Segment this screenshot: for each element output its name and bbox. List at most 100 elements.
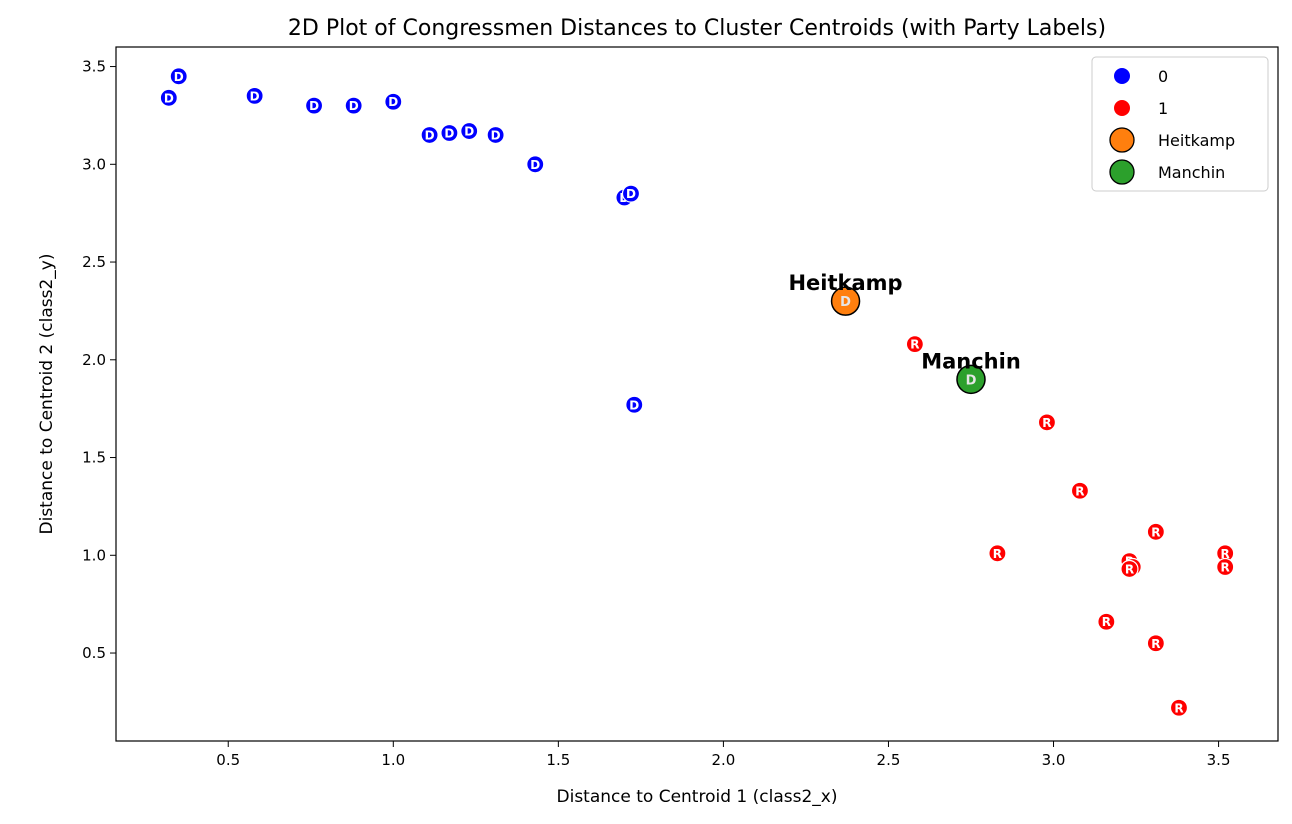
- party-label: D: [164, 91, 174, 105]
- cluster-0-point: D: [159, 88, 178, 107]
- point-marker: [460, 121, 479, 141]
- party-label: R: [1221, 561, 1230, 575]
- cluster-1-point: R: [1216, 557, 1235, 577]
- party-label: D: [309, 99, 319, 113]
- x-tick-label: 0.5: [216, 751, 240, 769]
- cluster-0-point: D: [526, 155, 545, 174]
- party-label: R: [1042, 416, 1051, 430]
- cluster-1-point: R: [1097, 612, 1116, 631]
- party-label: R: [1075, 484, 1084, 498]
- cluster-1-point: R: [1070, 481, 1090, 500]
- point-marker: [420, 125, 439, 145]
- legend-entry: 0: [1114, 67, 1168, 86]
- point-marker: [526, 155, 545, 174]
- legend-entry: Manchin: [1109, 159, 1225, 185]
- legend-marker: [1109, 127, 1135, 153]
- legend-marker: [1114, 68, 1130, 84]
- party-label: R: [910, 338, 919, 352]
- point-marker: [440, 123, 459, 143]
- legend-label: Manchin: [1158, 163, 1225, 182]
- annotation-heitkamp: Heitkamp: [788, 271, 902, 295]
- point-marker: [621, 184, 641, 203]
- party-label: R: [993, 547, 1002, 561]
- cluster-0-point: D: [440, 123, 459, 143]
- cluster-1-point: R: [1037, 413, 1057, 432]
- y-tick-label: 3.5: [82, 58, 106, 76]
- x-tick-label: 2.5: [877, 751, 901, 769]
- party-label: D: [530, 158, 540, 172]
- y-tick-label: 3.0: [82, 155, 106, 173]
- party-label: D: [388, 95, 398, 109]
- party-label: D: [629, 398, 639, 412]
- y-axis-label: Distance to Centroid 2 (class2_y): [37, 254, 57, 535]
- point-marker: [169, 67, 188, 86]
- point-marker: [1146, 634, 1165, 653]
- point-marker: [830, 286, 861, 316]
- x-tick-label: 1.0: [381, 751, 405, 769]
- point-marker: [384, 92, 403, 111]
- party-label: D: [491, 128, 501, 142]
- axis-ticks: 0.5 1.0 1.5 2.0 2.5 3.0 3.5 0.5 1.0 1.5 2.0 2.5 3.0 3…: [82, 58, 1230, 769]
- party-label: D: [626, 187, 636, 201]
- cluster-1-point: R: [1146, 634, 1165, 653]
- cluster-0-point: D: [169, 67, 188, 86]
- x-tick-label: 1.5: [546, 751, 570, 769]
- heitkamp-point: D: [830, 286, 861, 316]
- cluster-0-point: D: [344, 96, 363, 115]
- point-marker: [1120, 559, 1139, 579]
- x-tick-label: 3.0: [1042, 751, 1066, 769]
- party-label: D: [840, 295, 851, 310]
- party-label: D: [444, 127, 454, 141]
- party-label: R: [1174, 701, 1183, 715]
- party-label: R: [1151, 637, 1160, 651]
- party-label: D: [250, 89, 260, 103]
- legend-entry: 1: [1114, 99, 1168, 118]
- legend-label: 1: [1158, 99, 1168, 118]
- party-label: R: [1102, 615, 1111, 629]
- point-marker: [956, 364, 986, 395]
- party-label: R: [1125, 562, 1134, 576]
- legend-marker: [1109, 159, 1135, 185]
- annotation-manchin: Manchin: [921, 349, 1021, 373]
- legend-entry: Heitkamp: [1109, 127, 1235, 153]
- point-marker: [988, 544, 1007, 563]
- cluster-1-point: R: [905, 335, 924, 354]
- point-marker: [1037, 413, 1057, 432]
- cluster-0-point: D: [625, 395, 644, 414]
- cluster-1-point: R: [1120, 559, 1139, 579]
- point-marker: [625, 395, 644, 414]
- legend-label: Heitkamp: [1158, 131, 1235, 150]
- cluster-0-point: D: [304, 96, 324, 115]
- y-tick-label: 1.0: [82, 546, 106, 564]
- point-marker: [1070, 481, 1090, 500]
- y-tick-label: 2.0: [82, 351, 106, 369]
- cluster-0-point: D: [460, 121, 479, 141]
- annotations: Heitkamp Manchin: [788, 271, 1020, 373]
- x-tick-label: 3.5: [1207, 751, 1231, 769]
- point-marker: [1146, 522, 1165, 541]
- cluster-1-point: R: [1216, 544, 1235, 563]
- y-tick-label: 2.5: [82, 253, 106, 271]
- party-label: D: [464, 125, 474, 139]
- cluster-1-point: R: [1169, 698, 1189, 717]
- cluster-0-point: D: [621, 184, 641, 203]
- x-axis-label: Distance to Centroid 1 (class2_x): [557, 787, 838, 807]
- cluster-1-point: R: [1146, 522, 1165, 541]
- point-marker: [1097, 612, 1116, 631]
- legend-label: 0: [1158, 67, 1168, 86]
- point-marker: [1169, 698, 1189, 717]
- cluster-0-point: D: [384, 92, 403, 111]
- y-tick-label: 0.5: [82, 644, 106, 662]
- point-marker: [344, 96, 363, 115]
- point-marker: [245, 86, 264, 105]
- party-label: D: [966, 373, 977, 388]
- party-label: D: [174, 70, 184, 84]
- party-label: D: [349, 99, 359, 113]
- party-label: D: [425, 128, 435, 142]
- y-tick-label: 1.5: [82, 449, 106, 467]
- point-marker: [905, 335, 924, 354]
- x-tick-label: 2.0: [711, 751, 735, 769]
- plot-area: [115, 46, 1279, 742]
- point-marker: [486, 125, 505, 145]
